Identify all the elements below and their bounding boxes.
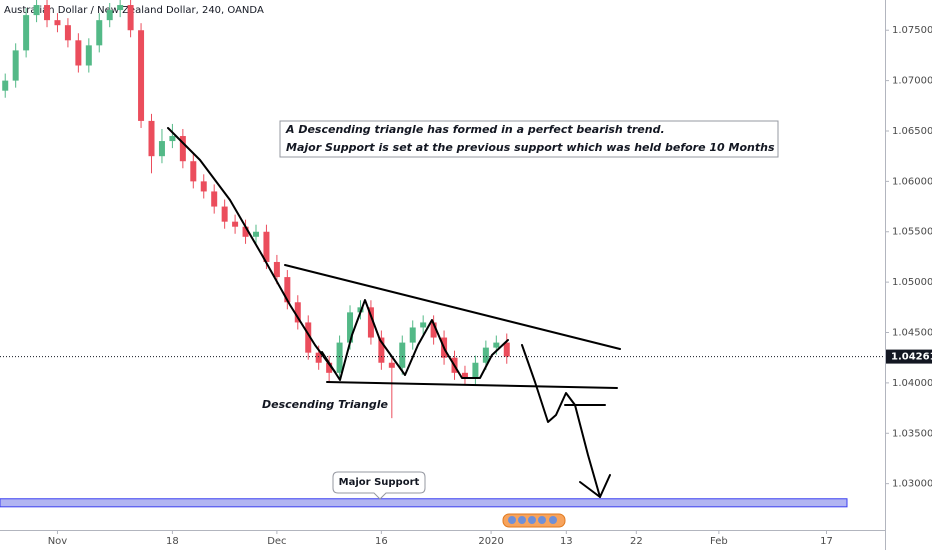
candle-body <box>315 352 322 363</box>
candle-body <box>388 362 395 368</box>
y-tick-label: 1.07500 <box>892 25 932 36</box>
projection <box>521 344 611 498</box>
candle-body <box>190 161 197 182</box>
candle-body <box>420 322 427 328</box>
candle-body <box>493 342 500 348</box>
y-tick-label: 1.06500 <box>892 126 932 137</box>
candle-body <box>252 231 259 237</box>
chart-title: Australian Dollar / New Zealand Dollar, … <box>4 5 264 16</box>
candles <box>0 0 848 508</box>
candle-body <box>75 40 82 66</box>
triangle-upper <box>284 264 621 350</box>
arrow-head <box>579 481 601 498</box>
annotation: Major Support is set at the previous sup… <box>286 141 775 154</box>
candle-body <box>367 307 374 338</box>
candle-body <box>305 322 312 353</box>
event-icon <box>549 516 557 524</box>
triangle-lower <box>326 381 618 389</box>
x-tick-label: 22 <box>630 536 643 547</box>
pattern-label: Descending Triangle <box>262 398 389 411</box>
annotation-box <box>279 120 779 158</box>
candle-body <box>284 277 291 303</box>
candle-body <box>158 141 165 157</box>
y-tick-label: 1.07000 <box>892 76 932 87</box>
x-tick-label: Feb <box>710 536 728 547</box>
x-tick-label: 13 <box>560 536 573 547</box>
y-tick-label: 1.05500 <box>892 227 932 238</box>
event-icon <box>528 516 536 524</box>
y-tick-label: 1.04500 <box>892 328 932 339</box>
candle-body <box>273 261 280 278</box>
price-axis-border <box>885 0 886 550</box>
event-icon <box>538 516 546 524</box>
y-tick-label: 1.04000 <box>892 378 932 389</box>
event-icons <box>502 513 566 528</box>
x-tick-label: 18 <box>166 536 179 547</box>
y-tick-label: 1.06000 <box>892 176 932 187</box>
y-tick-label: 1.05000 <box>892 277 932 288</box>
candle-body <box>221 206 228 222</box>
candle-body <box>336 342 343 373</box>
candle-body <box>482 347 489 363</box>
support-label: Major Support <box>339 477 420 488</box>
time-axis-border <box>0 530 885 531</box>
y-tick-label: 1.03000 <box>892 479 932 490</box>
candle-body <box>117 5 124 11</box>
candle-body <box>44 5 51 21</box>
candle-body <box>472 362 479 378</box>
last-price-label: 1.04261 <box>891 352 932 363</box>
candle-body <box>503 342 510 357</box>
candle-body <box>430 322 437 338</box>
y-tick-label: 1.03500 <box>892 428 932 439</box>
candle-body <box>461 372 468 378</box>
event-icon <box>508 516 516 524</box>
candle-body <box>326 362 333 373</box>
candle-body <box>85 45 92 66</box>
candle-body <box>23 15 30 51</box>
x-tick-label: Dec <box>267 536 286 547</box>
candle-body <box>200 181 207 192</box>
candle-body <box>294 302 301 323</box>
candle-body <box>54 20 61 26</box>
candle-body <box>211 191 218 207</box>
candle-body <box>33 5 40 16</box>
candle-body <box>2 80 9 91</box>
candle-body <box>378 337 385 363</box>
candle-body <box>169 136 176 142</box>
x-tick-label: 16 <box>375 536 388 547</box>
pattern-zigzag <box>321 299 509 381</box>
candle-body <box>127 5 134 31</box>
x-tick-label: 2020 <box>478 536 503 547</box>
support-callout <box>332 471 426 500</box>
candle-body <box>232 221 239 227</box>
candle-body <box>106 10 113 21</box>
x-tick-label: 17 <box>820 536 833 547</box>
x-tick-label: Nov <box>48 536 68 547</box>
annotation: A Descending triangle has formed in a pe… <box>285 123 665 136</box>
candle-body <box>263 231 270 262</box>
candle-body <box>242 226 249 237</box>
candle-body <box>399 342 406 368</box>
support-zone <box>0 498 848 508</box>
event-icon <box>518 516 526 524</box>
candle-body <box>64 25 71 41</box>
drawings <box>167 127 621 498</box>
trend-line <box>167 127 336 373</box>
candle-body <box>148 120 155 157</box>
candle-body <box>12 50 19 81</box>
candle-body <box>96 20 103 46</box>
last-price-tag <box>886 349 932 364</box>
candle-body <box>409 327 416 343</box>
candle-body <box>347 312 354 343</box>
candle-body <box>138 30 145 121</box>
candle-body <box>179 136 186 162</box>
